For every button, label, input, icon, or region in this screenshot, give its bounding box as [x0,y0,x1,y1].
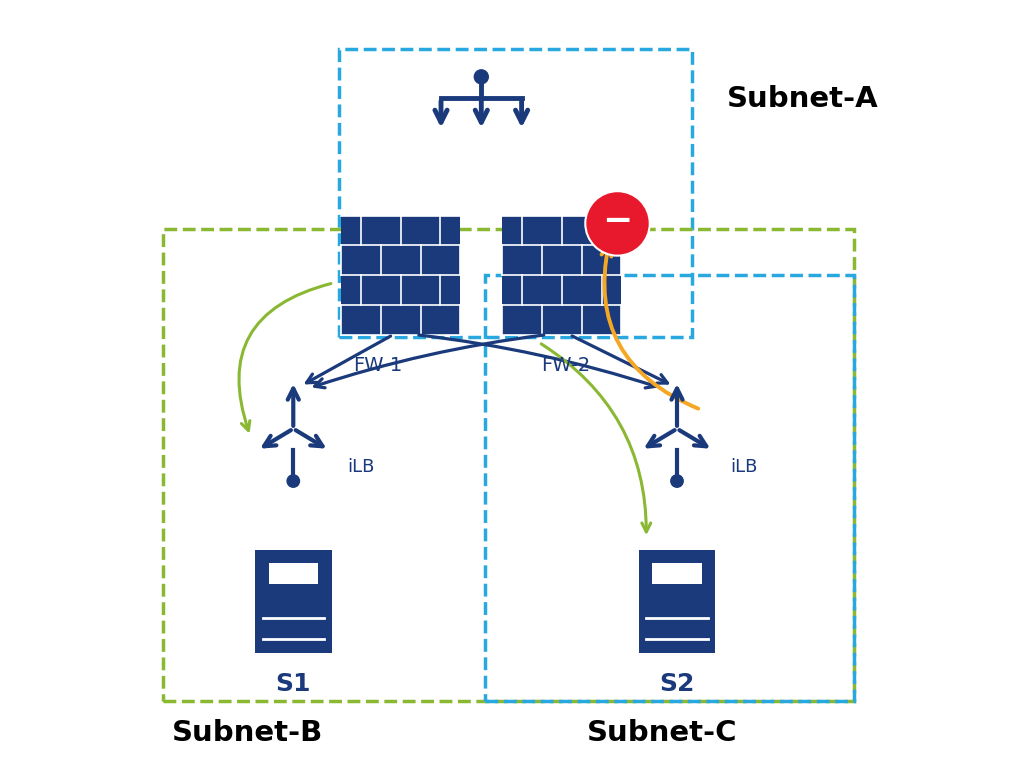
Bar [341,216,460,335]
Bar [652,563,701,584]
Text: FW-1: FW-1 [353,356,402,375]
Bar [639,550,716,653]
Text: Subnet-A: Subnet-A [727,85,879,113]
Bar [255,550,332,653]
Bar [268,563,317,584]
Bar [503,216,622,335]
Bar [339,49,692,336]
Text: iLB: iLB [731,458,758,476]
Circle shape [586,191,650,256]
Text: Subnet-C: Subnet-C [587,720,737,747]
Bar [485,275,854,701]
Text: S2: S2 [659,672,694,696]
Text: Subnet-B: Subnet-B [172,720,323,747]
Text: S1: S1 [275,672,311,696]
Text: −: − [602,204,633,238]
Text: FW-2: FW-2 [541,356,591,375]
Circle shape [287,475,299,487]
Circle shape [474,70,488,83]
Circle shape [671,475,683,487]
Bar [163,229,854,701]
Text: iLB: iLB [347,458,375,476]
